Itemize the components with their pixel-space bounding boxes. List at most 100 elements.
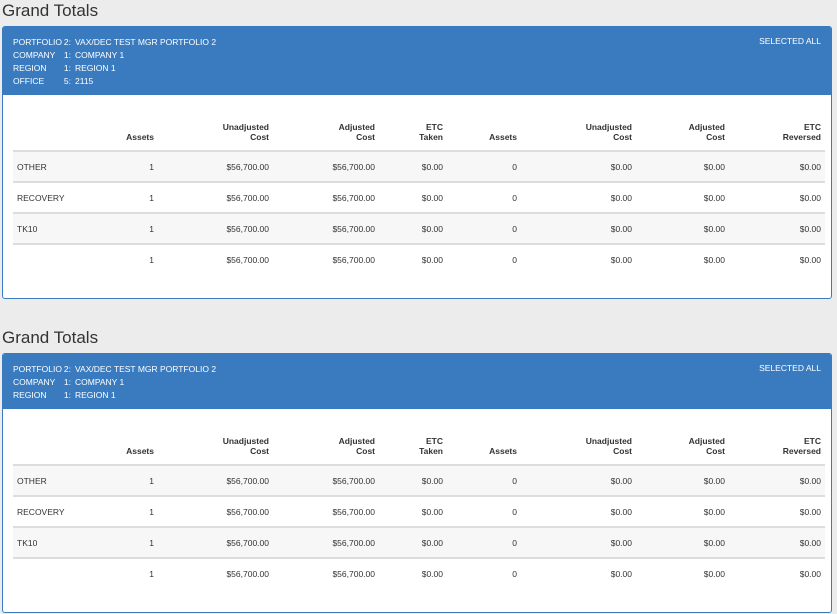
filter-row-portfolio: PORTFOLIO 2: VAX/DEC TEST MGR PORTFOLIO …: [13, 36, 831, 49]
cell: $0.00: [703, 223, 725, 234]
col-header-assets: Assets: [93, 427, 158, 466]
cell: $0.00: [421, 569, 443, 579]
filter-value: REGION 1: [75, 390, 116, 400]
grand-totals-title-2: Grand Totals: [2, 328, 99, 347]
filter-row-company: COMPANY 1: COMPANY 1: [13, 49, 831, 62]
filter-num: 5:: [63, 76, 71, 86]
filter-value: COMPANY 1: [75, 50, 125, 60]
table-row: OTHER 1 $56,700.00 $56,700.00 $0.00 0 $0…: [13, 465, 825, 496]
cell: $56,700.00: [226, 475, 269, 486]
cell: $56,700.00: [226, 223, 269, 234]
cell: $0.00: [799, 192, 821, 203]
col-header-etc-reversed: ETC Reversed: [729, 113, 825, 152]
cell: $56,700.00: [226, 569, 269, 579]
cell: $0.00: [703, 475, 725, 486]
filter-value: COMPANY 1: [75, 377, 125, 387]
cell: 0: [512, 537, 517, 548]
cell: 0: [512, 161, 517, 172]
cell: 1: [149, 223, 154, 234]
cell: $56,700.00: [332, 161, 375, 172]
cell: $0.00: [799, 223, 821, 234]
cell: 0: [512, 255, 517, 265]
cell: $0.00: [703, 537, 725, 548]
cell: 1: [149, 255, 154, 265]
filter-key: REGION: [13, 390, 47, 400]
cell: $0.00: [610, 255, 632, 265]
cell: $0.00: [610, 223, 632, 234]
col-header-adjusted-cost: Adjusted Cost: [273, 113, 379, 152]
col-header-unadjusted-cost-2: Unadjusted Cost: [521, 427, 636, 466]
cell: $0.00: [703, 255, 725, 265]
cell: $0.00: [703, 192, 725, 203]
col-header-etc-taken: ETC Taken: [379, 427, 447, 466]
col-header-unadjusted-cost: Unadjusted Cost: [158, 427, 273, 466]
filter-num: 2:: [63, 364, 71, 374]
col-header-adjusted-cost-2: Adjusted Cost: [636, 113, 729, 152]
cell: $0.00: [421, 192, 443, 203]
col-header-label: [13, 427, 93, 466]
col-header-unadjusted-cost-2: Unadjusted Cost: [521, 113, 636, 152]
cell: $0.00: [799, 255, 821, 265]
cell: $0.00: [610, 192, 632, 203]
cell: 1: [149, 537, 154, 548]
filter-value: VAX/DEC TEST MGR PORTFOLIO 2: [75, 364, 217, 374]
cell: $0.00: [421, 255, 443, 265]
table-row: OTHER 1 $56,700.00 $56,700.00 $0.00 0 $0…: [13, 151, 825, 182]
cell: 0: [512, 475, 517, 486]
cell: $56,700.00: [226, 192, 269, 203]
row-label: OTHER: [17, 161, 47, 172]
cell: $0.00: [703, 506, 725, 517]
filter-header-1: PORTFOLIO 2: VAX/DEC TEST MGR PORTFOLIO …: [3, 27, 831, 95]
cell: $0.00: [799, 537, 821, 548]
cell: $56,700.00: [332, 537, 375, 548]
filter-num: 1:: [63, 63, 71, 73]
col-header-assets-2: Assets: [447, 113, 521, 152]
table-row: TK10 1 $56,700.00 $56,700.00 $0.00 0 $0.…: [13, 213, 825, 244]
grand-totals-panel-2: PORTFOLIO 2: VAX/DEC TEST MGR PORTFOLIO …: [2, 353, 832, 613]
row-label: RECOVERY: [17, 506, 65, 517]
filter-row-portfolio: PORTFOLIO 2: VAX/DEC TEST MGR PORTFOLIO …: [13, 363, 831, 376]
cell: $0.00: [610, 569, 632, 579]
filter-key: COMPANY: [13, 50, 56, 60]
filter-key: OFFICE: [13, 76, 45, 86]
cell: $56,700.00: [332, 255, 375, 265]
row-label: [13, 244, 93, 275]
cell: $56,700.00: [226, 537, 269, 548]
table-header-row: Assets Unadjusted Cost Adjusted Cost ETC…: [13, 427, 825, 466]
cell: $0.00: [799, 475, 821, 486]
col-header-etc-reversed: ETC Reversed: [729, 427, 825, 466]
col-header-label: [13, 113, 93, 152]
cell: 1: [149, 192, 154, 203]
cell: $0.00: [799, 569, 821, 579]
cell: $0.00: [799, 506, 821, 517]
filter-row-office: OFFICE 5: 2115: [13, 75, 831, 88]
cell: $0.00: [421, 223, 443, 234]
filter-num: 2:: [63, 37, 71, 47]
filter-key: PORTFOLIO: [13, 37, 62, 47]
cell: 0: [512, 192, 517, 203]
col-header-unadjusted-cost: Unadjusted Cost: [158, 113, 273, 152]
grand-totals-panel-1: PORTFOLIO 2: VAX/DEC TEST MGR PORTFOLIO …: [2, 26, 832, 299]
cell: $0.00: [421, 161, 443, 172]
cell: $0.00: [703, 569, 725, 579]
cell: $56,700.00: [226, 255, 269, 265]
cell: 0: [512, 569, 517, 579]
table-row: RECOVERY 1 $56,700.00 $56,700.00 $0.00 0…: [13, 496, 825, 527]
filter-value: REGION 1: [75, 63, 116, 73]
row-label: RECOVERY: [17, 192, 65, 203]
cell: $56,700.00: [226, 161, 269, 172]
table-row: TK10 1 $56,700.00 $56,700.00 $0.00 0 $0.…: [13, 527, 825, 558]
cell: 0: [512, 223, 517, 234]
col-header-assets-2: Assets: [447, 427, 521, 466]
cell: $0.00: [703, 161, 725, 172]
col-header-etc-taken: ETC Taken: [379, 113, 447, 152]
cell: $56,700.00: [332, 506, 375, 517]
row-label: [13, 558, 93, 589]
table-row: RECOVERY 1 $56,700.00 $56,700.00 $0.00 0…: [13, 182, 825, 213]
cell: 1: [149, 506, 154, 517]
filter-num: 1:: [63, 50, 71, 60]
row-label: OTHER: [17, 475, 47, 486]
cell: $0.00: [421, 506, 443, 517]
cell: $56,700.00: [332, 475, 375, 486]
cell: $0.00: [421, 475, 443, 486]
